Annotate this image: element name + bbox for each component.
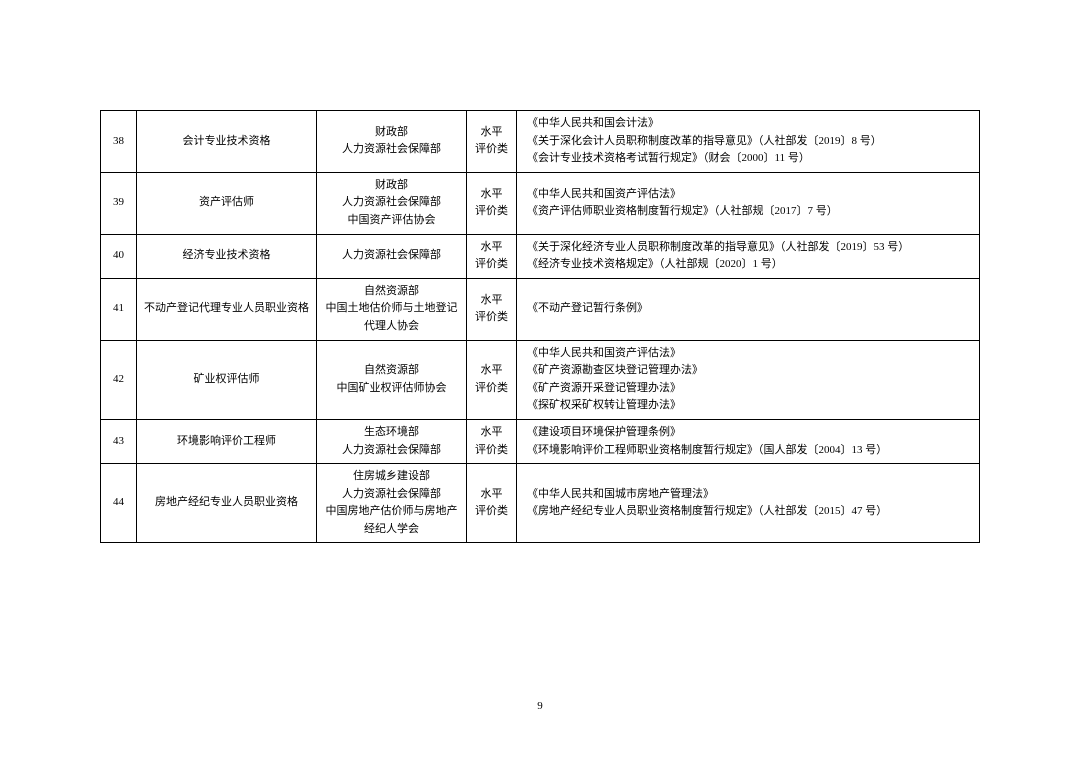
row-index: 41 bbox=[101, 278, 137, 340]
row-index: 44 bbox=[101, 464, 137, 543]
department: 生态环境部人力资源社会保障部 bbox=[317, 419, 467, 463]
category: 水平评价类 bbox=[467, 278, 517, 340]
department: 财政部人力资源社会保障部 bbox=[317, 111, 467, 173]
row-index: 42 bbox=[101, 340, 137, 419]
department: 财政部人力资源社会保障部中国资产评估协会 bbox=[317, 172, 467, 234]
legal-basis: 《建设项目环境保护管理条例》《环境影响评价工程师职业资格制度暂行规定》（国人部发… bbox=[517, 419, 980, 463]
table-row: 42矿业权评估师自然资源部中国矿业权评估师协会水平评价类《中华人民共和国资产评估… bbox=[101, 340, 980, 419]
category: 水平评价类 bbox=[467, 464, 517, 543]
legal-basis: 《中华人民共和国资产评估法》《资产评估师职业资格制度暂行规定》（人社部规〔201… bbox=[517, 172, 980, 234]
category: 水平评价类 bbox=[467, 340, 517, 419]
table-row: 40经济专业技术资格人力资源社会保障部水平评价类《关于深化经济专业人员职称制度改… bbox=[101, 234, 980, 278]
department: 自然资源部中国矿业权评估师协会 bbox=[317, 340, 467, 419]
qualification-name: 会计专业技术资格 bbox=[137, 111, 317, 173]
legal-basis: 《中华人民共和国会计法》《关于深化会计人员职称制度改革的指导意见》（人社部发〔2… bbox=[517, 111, 980, 173]
department: 自然资源部中国土地估价师与土地登记代理人协会 bbox=[317, 278, 467, 340]
category: 水平评价类 bbox=[467, 419, 517, 463]
qualification-name: 资产评估师 bbox=[137, 172, 317, 234]
qualification-name: 矿业权评估师 bbox=[137, 340, 317, 419]
qualification-name: 经济专业技术资格 bbox=[137, 234, 317, 278]
page-number: 9 bbox=[0, 700, 1080, 712]
row-index: 38 bbox=[101, 111, 137, 173]
row-index: 40 bbox=[101, 234, 137, 278]
department: 人力资源社会保障部 bbox=[317, 234, 467, 278]
row-index: 43 bbox=[101, 419, 137, 463]
table-row: 43环境影响评价工程师生态环境部人力资源社会保障部水平评价类《建设项目环境保护管… bbox=[101, 419, 980, 463]
category: 水平评价类 bbox=[467, 172, 517, 234]
qualification-name: 环境影响评价工程师 bbox=[137, 419, 317, 463]
legal-basis: 《不动产登记暂行条例》 bbox=[517, 278, 980, 340]
table-row: 44房地产经纪专业人员职业资格住房城乡建设部人力资源社会保障部中国房地产估价师与… bbox=[101, 464, 980, 543]
department: 住房城乡建设部人力资源社会保障部中国房地产估价师与房地产经纪人学会 bbox=[317, 464, 467, 543]
category: 水平评价类 bbox=[467, 234, 517, 278]
category: 水平评价类 bbox=[467, 111, 517, 173]
qualification-name: 不动产登记代理专业人员职业资格 bbox=[137, 278, 317, 340]
legal-basis: 《中华人民共和国资产评估法》《矿产资源勘查区块登记管理办法》《矿产资源开采登记管… bbox=[517, 340, 980, 419]
row-index: 39 bbox=[101, 172, 137, 234]
legal-basis: 《中华人民共和国城市房地产管理法》《房地产经纪专业人员职业资格制度暂行规定》（人… bbox=[517, 464, 980, 543]
table-row: 41不动产登记代理专业人员职业资格自然资源部中国土地估价师与土地登记代理人协会水… bbox=[101, 278, 980, 340]
qualification-name: 房地产经纪专业人员职业资格 bbox=[137, 464, 317, 543]
document-page: 38会计专业技术资格财政部人力资源社会保障部水平评价类《中华人民共和国会计法》《… bbox=[0, 0, 1080, 764]
table-row: 38会计专业技术资格财政部人力资源社会保障部水平评价类《中华人民共和国会计法》《… bbox=[101, 111, 980, 173]
table-row: 39资产评估师财政部人力资源社会保障部中国资产评估协会水平评价类《中华人民共和国… bbox=[101, 172, 980, 234]
legal-basis: 《关于深化经济专业人员职称制度改革的指导意见》（人社部发〔2019〕53 号）《… bbox=[517, 234, 980, 278]
qualification-table: 38会计专业技术资格财政部人力资源社会保障部水平评价类《中华人民共和国会计法》《… bbox=[100, 110, 980, 543]
